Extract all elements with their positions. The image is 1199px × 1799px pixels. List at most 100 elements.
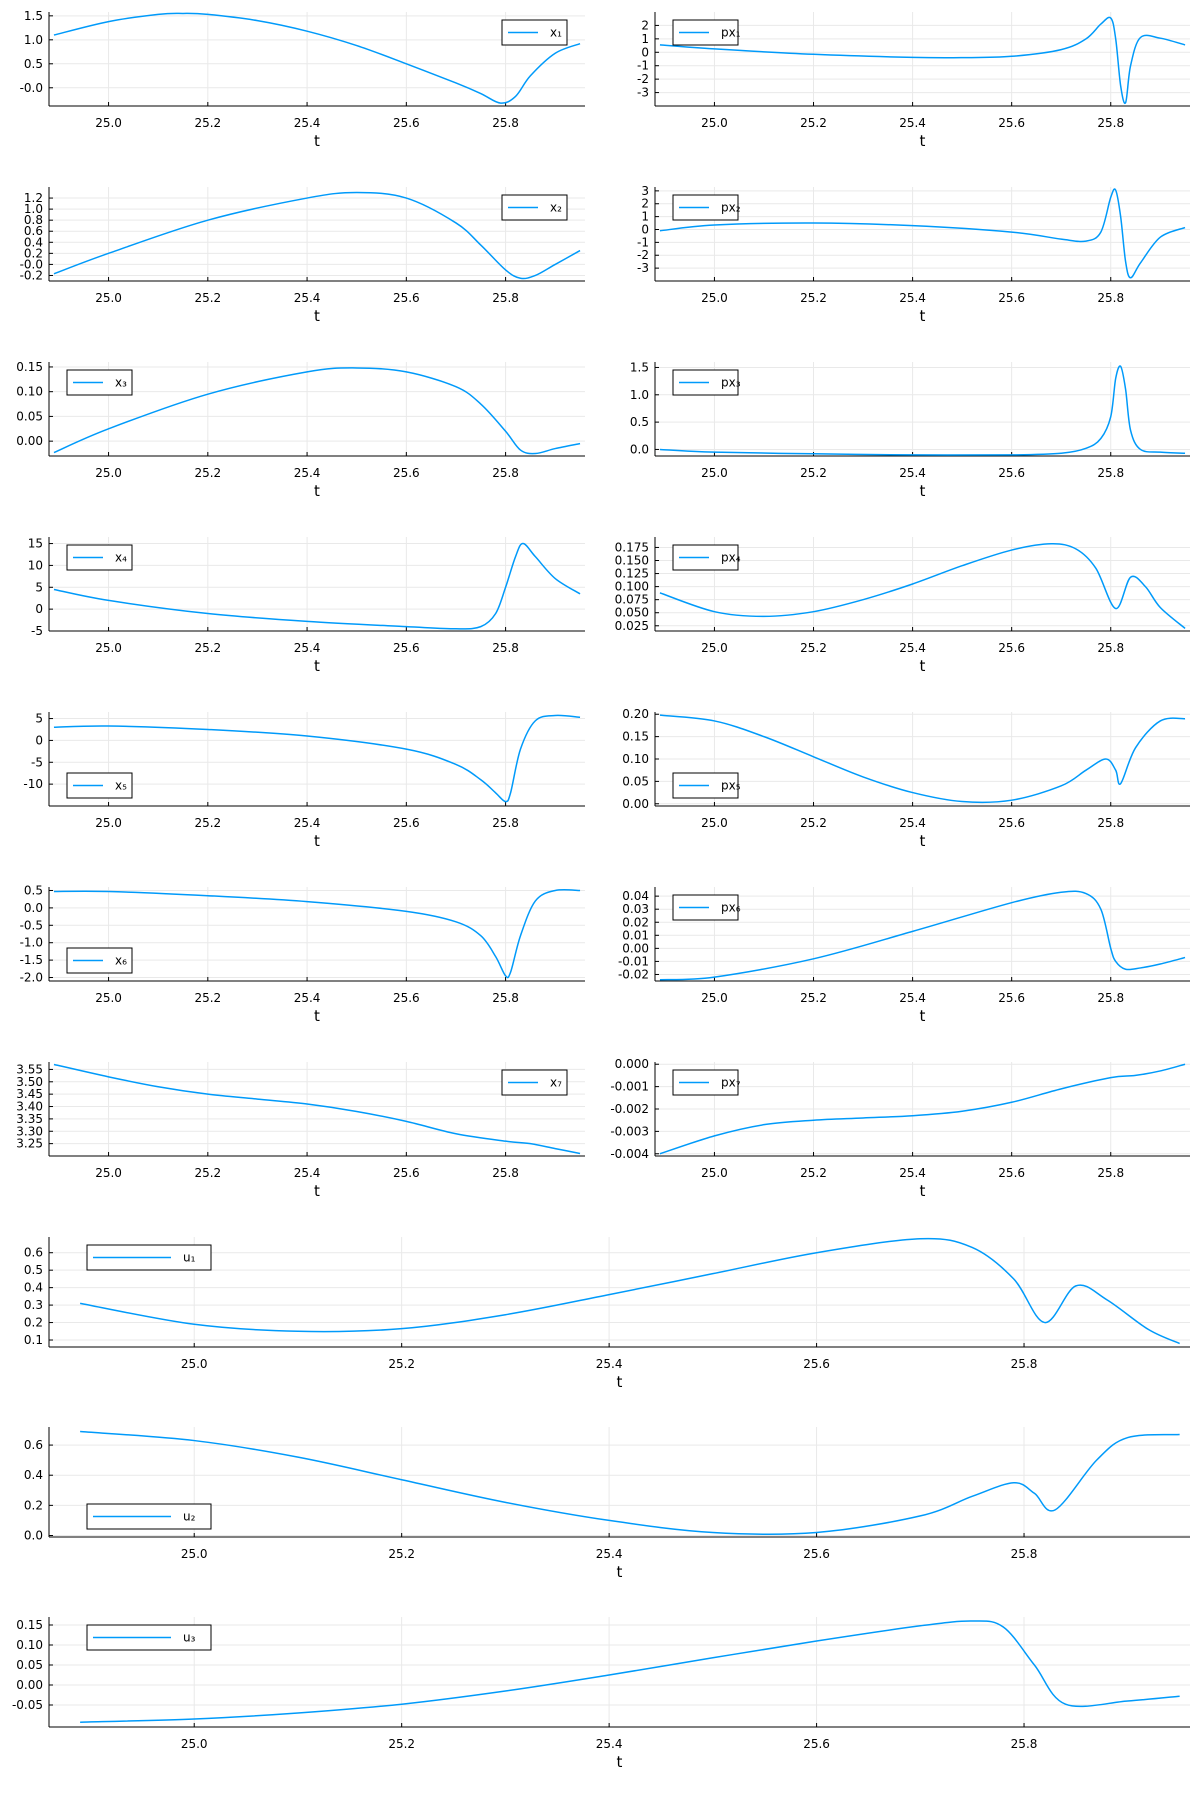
- legend-label: px₁: [721, 26, 741, 40]
- data-point: [1011, 902, 1012, 903]
- data-point: [1105, 759, 1106, 760]
- chart-panel-14: 25.0 25.2 25.4 25.6 25.8 0.000 -0.001 -0.002 -0.…: [610, 1057, 1190, 1200]
- data-point: [555, 53, 556, 54]
- data-point: [505, 1502, 506, 1503]
- y-tick-label: 0.5: [24, 1263, 43, 1277]
- data-point: [495, 792, 496, 793]
- x-tick-label: 25.2: [194, 816, 221, 830]
- y-tick-label: 0.0: [24, 1528, 43, 1542]
- data-point: [108, 600, 109, 601]
- x-axis-label: t: [617, 1753, 623, 1771]
- data-point: [1160, 1070, 1161, 1071]
- x-tick-label: 25.6: [998, 641, 1025, 655]
- data-point: [1013, 1278, 1014, 1279]
- x-tick-label: 25.0: [701, 816, 728, 830]
- data-point: [520, 450, 521, 451]
- data-point: [1003, 1627, 1004, 1628]
- y-tick-label: 1.5: [630, 360, 649, 374]
- x-tick-label: 25.2: [800, 1166, 827, 1180]
- y-tick-label: 0.03: [622, 902, 649, 916]
- data-point: [1140, 262, 1141, 263]
- data-point: [505, 1141, 506, 1142]
- data-point: [962, 801, 963, 802]
- data-point: [580, 1153, 581, 1154]
- y-tick-label: -10: [23, 777, 43, 791]
- x-axis-label: t: [314, 657, 320, 675]
- series-line: [53, 542, 581, 630]
- data-point: [1115, 961, 1116, 962]
- data-point: [207, 613, 208, 614]
- y-tick-label: -5: [31, 624, 43, 638]
- legend: x₆: [66, 947, 133, 974]
- x-tick-label: 25.8: [1097, 291, 1124, 305]
- data-point: [659, 1153, 660, 1154]
- y-tick-label: 0.10: [16, 385, 43, 399]
- data-point: [1130, 65, 1131, 66]
- y-tick-label: 0.15: [622, 730, 649, 744]
- x-tick-label: 25.4: [294, 816, 321, 830]
- x-tick-label: 25.2: [800, 291, 827, 305]
- y-tick-label: 0.01: [622, 928, 649, 942]
- data-point: [297, 1331, 298, 1332]
- series-line: [80, 1620, 1180, 1723]
- x-tick-label: 25.8: [492, 1166, 519, 1180]
- data-point: [813, 1120, 814, 1121]
- y-tick-label: -1: [637, 59, 649, 73]
- x-tick-label: 25.4: [596, 1737, 623, 1751]
- x-tick-label: 25.4: [899, 1166, 926, 1180]
- data-point: [1160, 720, 1161, 721]
- data-point: [535, 720, 536, 721]
- x-tick-label: 25.0: [95, 816, 122, 830]
- data-point: [500, 103, 501, 104]
- data-point: [1185, 628, 1186, 629]
- y-tick-label: -0.0: [20, 257, 43, 271]
- data-point: [1120, 783, 1121, 784]
- x-axis-label: t: [920, 1182, 926, 1200]
- y-tick-label: 0.075: [615, 593, 649, 607]
- series-line: [80, 1430, 1180, 1536]
- data-point: [972, 1621, 973, 1622]
- legend-label: x₆: [115, 954, 127, 968]
- data-point: [307, 736, 308, 737]
- data-point: [1065, 1704, 1066, 1705]
- data-point: [1185, 453, 1186, 454]
- x-tick-label: 25.8: [1011, 1547, 1038, 1561]
- data-point: [712, 1273, 713, 1274]
- y-tick-label: 0: [641, 45, 649, 59]
- x-tick-label: 25.6: [998, 466, 1025, 480]
- y-tick-label: -3: [637, 261, 649, 275]
- data-point: [1125, 389, 1126, 390]
- data-point: [609, 1520, 610, 1521]
- data-point: [912, 454, 913, 455]
- series-line: [53, 714, 581, 803]
- x-tick-label: 25.6: [393, 816, 420, 830]
- data-point: [108, 21, 109, 22]
- y-tick-label: 1: [641, 32, 649, 46]
- data-point: [53, 727, 54, 728]
- data-point: [530, 1143, 531, 1144]
- data-point: [194, 1719, 195, 1720]
- data-point: [659, 449, 660, 450]
- data-point: [1135, 1075, 1136, 1076]
- data-point: [1011, 56, 1012, 57]
- x-tick-label: 25.4: [899, 116, 926, 130]
- data-point: [1130, 577, 1131, 578]
- data-point: [1127, 1701, 1128, 1702]
- data-point: [555, 264, 556, 265]
- data-point: [194, 1324, 195, 1325]
- y-tick-label: 5: [35, 712, 43, 726]
- y-tick-label: 0.15: [16, 1618, 43, 1632]
- data-point: [1185, 718, 1186, 719]
- data-point: [1140, 449, 1141, 450]
- series-line: [659, 188, 1186, 279]
- x-axis-label: t: [617, 1373, 623, 1391]
- x-tick-label: 25.0: [701, 1166, 728, 1180]
- data-point: [307, 621, 308, 622]
- data-point: [535, 900, 536, 901]
- data-point: [1044, 1322, 1045, 1323]
- y-tick-label: 1.2: [24, 191, 43, 205]
- series-line: [659, 543, 1186, 629]
- data-point: [158, 14, 159, 15]
- data-point: [863, 599, 864, 600]
- legend: x₃: [66, 369, 133, 396]
